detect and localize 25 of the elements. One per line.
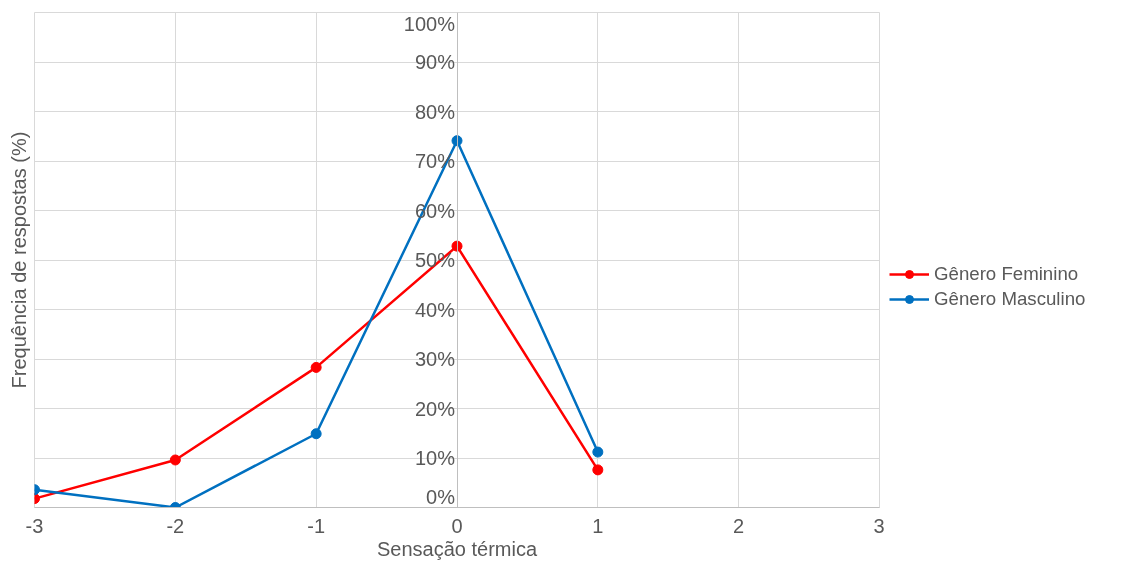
x-tick-label: 1 [592,514,604,537]
y-tick-label: 10% [414,447,456,469]
point [451,135,463,147]
y-tick-label: 100% [403,12,456,35]
y-tick-label: 30% [414,348,456,370]
point [592,446,604,458]
legend-label: Gênero Feminino [934,263,1079,285]
y-tick-label: 40% [414,298,456,321]
y-tick-label: 90% [414,51,456,73]
x-tick-label: -1 [307,514,326,537]
y-tick-label: 0% [426,485,456,508]
y-tick-label: 20% [414,397,456,420]
legend-label: Gênero Masculino [934,288,1086,310]
x-tick-label: 2 [733,514,745,537]
point [592,464,604,476]
point [310,428,322,440]
x-tick-label: -3 [25,514,44,537]
point [310,361,322,373]
x-axis-title: Sensação térmica [376,537,538,560]
x-tick-label: 0 [451,514,463,537]
point [169,454,181,466]
x-tick-label: 3 [873,514,885,537]
x-tick-label: -2 [166,514,185,537]
y-tick-label: 80% [414,100,456,123]
y-axis-title: Frequência de respostas (%) [7,131,30,389]
